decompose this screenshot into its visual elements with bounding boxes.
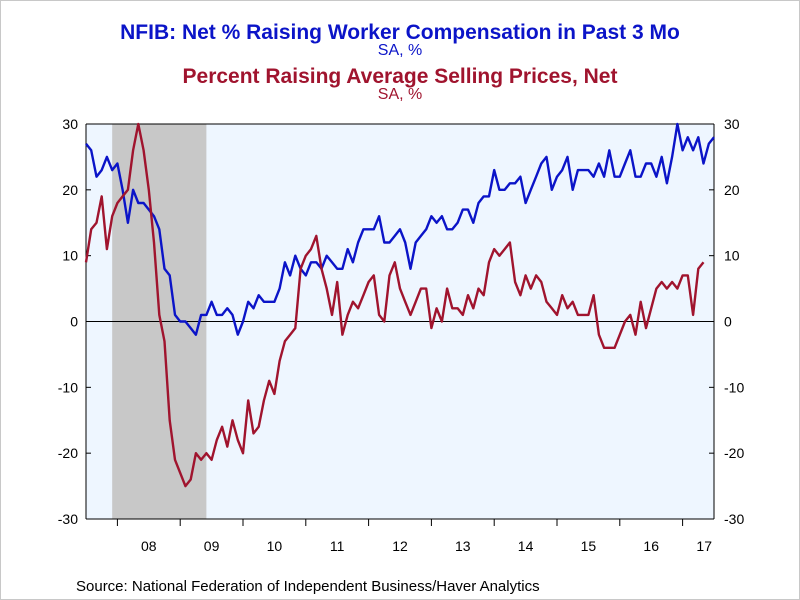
y-tick-label-left: 20 bbox=[62, 182, 78, 198]
y-tick-label-left: -30 bbox=[58, 511, 78, 527]
chart-title-prices: Percent Raising Average Selling Prices, … bbox=[182, 65, 618, 88]
x-tick-label: 11 bbox=[330, 538, 345, 554]
x-tick-label: 08 bbox=[141, 538, 157, 554]
x-tick-label: 16 bbox=[643, 538, 659, 554]
x-tick-label: 12 bbox=[392, 538, 408, 554]
y-tick-label-right: -20 bbox=[724, 445, 744, 461]
y-tick-label-right: 30 bbox=[724, 116, 740, 132]
series-line-prices bbox=[84, 122, 705, 488]
y-tick-label-left: 10 bbox=[62, 248, 78, 264]
source-note: Source: National Federation of Independe… bbox=[76, 578, 540, 595]
y-tick-label-left: 0 bbox=[70, 314, 78, 330]
series-line-compensation bbox=[85, 122, 715, 336]
y-tick-label-left: -10 bbox=[58, 379, 78, 395]
x-tick-label: 15 bbox=[581, 538, 597, 554]
x-tick-label: 09 bbox=[204, 538, 220, 554]
chart-subtitle-compensation: SA, % bbox=[377, 42, 423, 59]
y-tick-label-right: 0 bbox=[724, 314, 732, 330]
chart-subtitle-prices: SA, % bbox=[377, 86, 423, 103]
x-tick-label: 14 bbox=[518, 538, 534, 554]
y-tick-label-left: 30 bbox=[62, 116, 78, 132]
x-tick-label: 13 bbox=[455, 538, 471, 554]
y-tick-label-right: 10 bbox=[724, 248, 740, 264]
x-tick-label: 17 bbox=[696, 538, 712, 554]
x-tick-label: 10 bbox=[267, 538, 283, 554]
y-tick-label-left: -20 bbox=[58, 445, 78, 461]
y-tick-label-right: -10 bbox=[724, 379, 744, 395]
chart-title-compensation: NFIB: Net % Raising Worker Compensation … bbox=[120, 21, 680, 44]
y-tick-label-right: -30 bbox=[724, 511, 744, 527]
y-tick-label-right: 20 bbox=[724, 182, 740, 198]
